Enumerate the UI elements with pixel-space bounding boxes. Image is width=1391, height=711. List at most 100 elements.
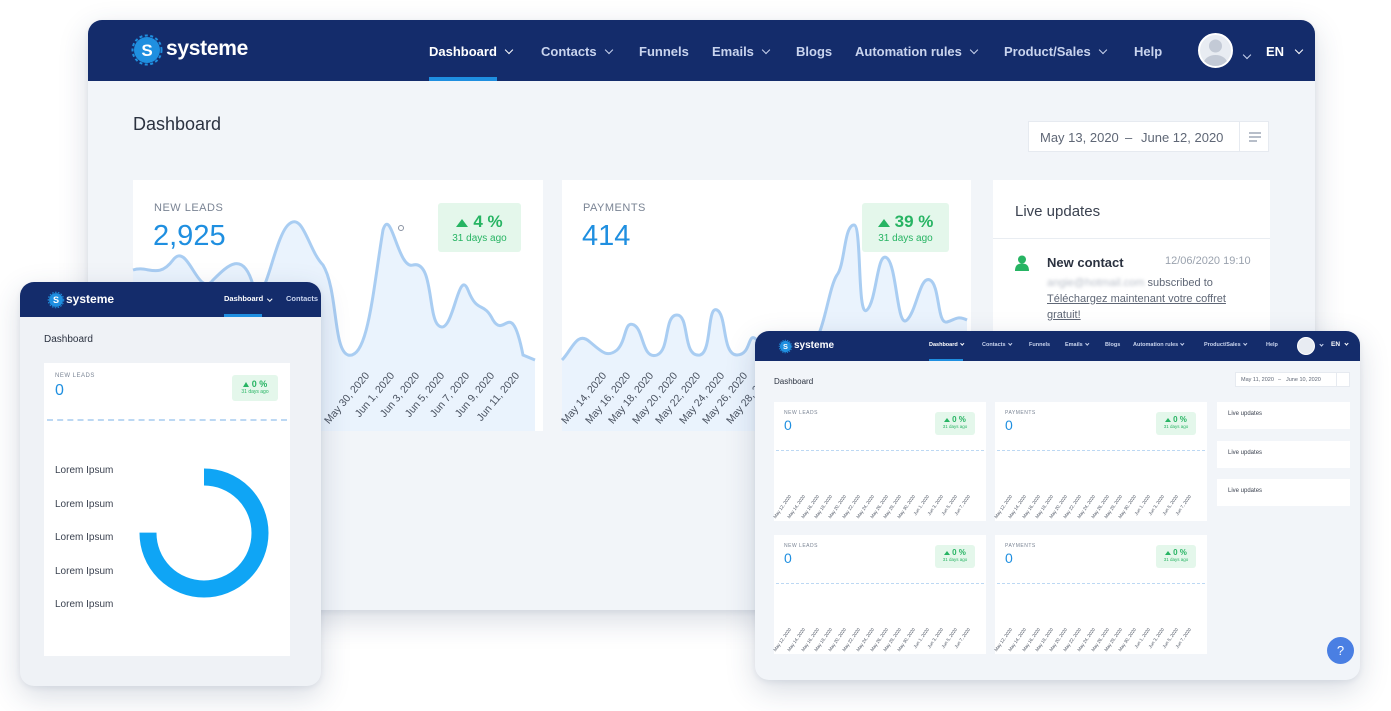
brand-name[interactable]: systeme <box>66 292 115 306</box>
tablet-nav-item-blogs[interactable]: Blogs <box>1105 342 1120 348</box>
nav-item-label: Emails <box>712 44 754 59</box>
nav-item-automation-rules[interactable]: Automation rules <box>855 44 979 59</box>
live-item-action: subscribed to <box>1147 277 1213 289</box>
change-badge: 0 % 31 days ago <box>1156 412 1196 435</box>
change-period: 31 days ago <box>241 389 269 395</box>
language-selector[interactable]: EN <box>1331 341 1349 348</box>
date-separator: – <box>1125 130 1133 145</box>
tablet-new-leads-card: NEW LEADS 0 0 % 31 days ago May 12, 2020 May … <box>772 535 986 654</box>
tablet-new-leads-card: NEW LEADS 0 0 % 31 days ago May 12, 2020 May … <box>772 402 986 521</box>
tablet-payments-card: PAYMENTS 0 0 % 31 days ago May 12, 2020 May 1… <box>993 402 1207 521</box>
live-updates-card[interactable]: Live updates <box>1217 402 1350 429</box>
avatar-chevron-icon[interactable] <box>1242 45 1252 63</box>
nav-item-label: Dashboard <box>929 342 958 348</box>
change-value: 0 % <box>952 415 966 424</box>
contact-user-icon <box>1015 255 1029 271</box>
nav-item-funnels[interactable]: Funnels <box>639 44 689 59</box>
user-avatar[interactable] <box>1297 337 1315 355</box>
systeme-logo-icon: S <box>131 34 163 66</box>
up-arrow-icon <box>877 218 890 227</box>
systeme-logo-icon: S <box>778 339 793 354</box>
filter-icon[interactable] <box>1336 373 1350 386</box>
tablet-nav-item-emails[interactable]: Emails <box>1065 341 1089 348</box>
chevron-down-icon <box>969 45 979 55</box>
leads-chart-line <box>132 220 536 362</box>
chevron-down-icon <box>1243 341 1247 346</box>
change-badge: 0 % 31 days ago <box>232 375 278 401</box>
change-badge: 39 % 31 days ago <box>862 203 949 252</box>
donut-ring <box>139 468 269 598</box>
filter-icon[interactable] <box>1239 122 1269 151</box>
card-label: NEW LEADS <box>55 373 95 379</box>
date-range-picker[interactable]: May 13, 2020 – June 12, 2020 <box>1028 121 1269 152</box>
live-updates-card[interactable]: Live updates <box>1217 440 1350 468</box>
nav-item-label: Funnels <box>1029 342 1051 348</box>
live-item-type: New contact <box>1047 255 1124 270</box>
nav-item-label: Contacts <box>982 342 1006 348</box>
user-avatar[interactable] <box>1198 33 1233 68</box>
card-value: 0 <box>784 417 792 433</box>
active-tab-indicator <box>429 77 497 81</box>
legend-item: Lorem Ipsum <box>55 599 114 610</box>
tablet-nav-item-funnels[interactable]: Funnels <box>1029 342 1050 348</box>
tablet-nav-item-automation-rules[interactable]: Automation rules <box>1133 341 1185 348</box>
change-value: 0 % <box>1173 548 1187 557</box>
change-value: 39 % <box>894 212 934 231</box>
tablet-nav-item-help[interactable]: Help <box>1266 342 1278 348</box>
change-value: 4 % <box>473 212 503 231</box>
nav-item-label: Contacts <box>541 44 597 59</box>
change-badge: 4 % 31 days ago <box>438 203 521 252</box>
live-item-email: angie@hotmail.com <box>1047 277 1145 289</box>
live-item-link[interactable]: Téléchargez maintenant votre coffret gra… <box>1047 293 1226 321</box>
legend-item: Lorem Ipsum <box>55 532 114 543</box>
live-item-text: angie@hotmail.com subscribed to Téléchar… <box>1047 275 1247 323</box>
card-label: PAYMENTS <box>1005 543 1036 549</box>
up-arrow-icon <box>1165 550 1172 555</box>
date-separator: – <box>1278 377 1282 383</box>
change-row: 0 % <box>1156 415 1196 424</box>
mobile-nav-contacts[interactable]: Contacts <box>286 294 319 303</box>
live-updates-title: Live updates <box>1015 203 1101 220</box>
nav-item-label: Help <box>1266 342 1278 348</box>
chevron-down-icon <box>1085 341 1089 346</box>
card-label: NEW LEADS <box>784 410 818 416</box>
page-title: Dashboard <box>774 377 814 386</box>
change-period: 31 days ago <box>1163 557 1189 562</box>
help-button[interactable]: ? <box>1327 637 1354 664</box>
up-arrow-icon <box>944 417 951 422</box>
language-selector[interactable]: EN <box>1266 44 1303 59</box>
nav-item-label: Automation rules <box>1133 342 1179 348</box>
mobile-nav-dashboard[interactable]: Dashboard <box>224 294 273 303</box>
tablet-nav-item-contacts[interactable]: Contacts <box>982 341 1012 348</box>
date-range-picker[interactable]: May 11, 2020 – June 10, 2020 <box>1235 372 1350 387</box>
card-value: 414 <box>582 220 631 252</box>
avatar-chevron-icon[interactable] <box>1319 342 1324 348</box>
change-value: 0 % <box>1173 415 1187 424</box>
live-updates-card[interactable]: Live updates <box>1217 479 1350 506</box>
nav-item-emails[interactable]: Emails <box>712 44 771 59</box>
change-row: 0 % <box>935 548 975 557</box>
mobile-leads-card: NEW LEADS 0 0 % 31 days ago Lorem Ipsum L… <box>44 363 290 656</box>
change-period: 31 days ago <box>878 233 933 244</box>
date-start: May 13, 2020 <box>1040 130 1119 145</box>
leads-hover-point[interactable] <box>398 225 404 231</box>
nav-item-blogs[interactable]: Blogs <box>796 44 832 59</box>
tablet-nav-item-dashboard[interactable]: Dashboard <box>929 341 964 348</box>
chevron-down-icon <box>761 45 771 55</box>
nav-item-label: Product/Sales <box>1004 44 1091 59</box>
nav-item-product-sales[interactable]: Product/Sales <box>1004 44 1107 59</box>
card-value: 0 <box>1005 417 1013 433</box>
card-label: NEW LEADS <box>154 202 224 214</box>
nav-item-contacts[interactable]: Contacts <box>541 44 613 59</box>
change-row: 0 % <box>1156 548 1196 557</box>
up-arrow-icon <box>456 218 469 227</box>
chevron-down-icon <box>604 45 613 55</box>
change-badge: 0 % 31 days ago <box>935 412 975 435</box>
brand-name[interactable]: systeme <box>794 340 835 351</box>
nav-item-label: Blogs <box>796 44 833 59</box>
tablet-window: S systeme Dashboard Contacts Funnels Emails… <box>755 331 1360 680</box>
tablet-nav-item-product-sales[interactable]: Product/Sales <box>1204 341 1247 348</box>
nav-item-dashboard[interactable]: Dashboard <box>429 44 514 59</box>
nav-item-help[interactable]: Help <box>1134 44 1162 59</box>
chevron-down-icon <box>960 341 964 346</box>
